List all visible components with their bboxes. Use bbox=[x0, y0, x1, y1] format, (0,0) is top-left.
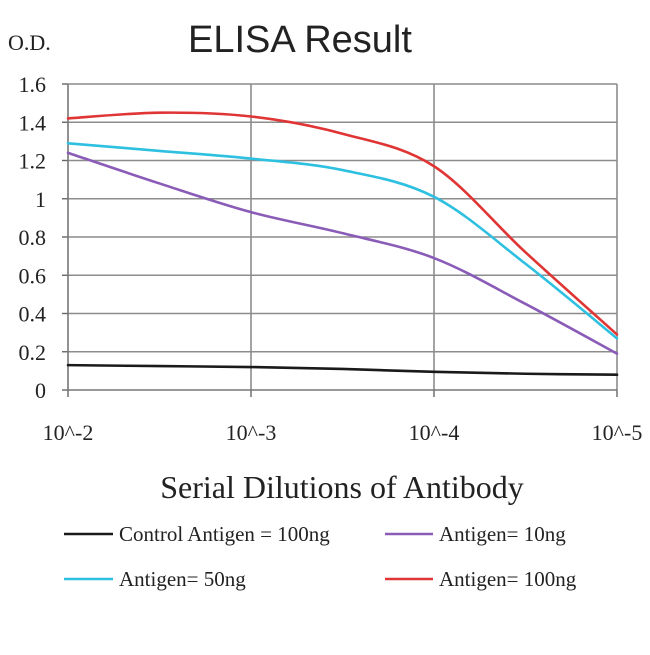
x-tick-label: 10^-5 bbox=[592, 420, 643, 445]
y-tick-labels: 0 0.2 0.4 0.6 0.8 1 1.2 1.4 1.6 bbox=[19, 72, 47, 403]
x-tick-label: 10^-3 bbox=[226, 420, 277, 445]
y-tick-label: 0.8 bbox=[19, 225, 47, 250]
y-axis-label: O.D. bbox=[8, 30, 51, 55]
y-tick-label: 0.4 bbox=[19, 302, 47, 327]
axes bbox=[62, 83, 618, 397]
series-line-2 bbox=[66, 151, 619, 355]
chart-title: ELISA Result bbox=[188, 19, 412, 61]
legend-label: Antigen= 10ng bbox=[439, 522, 566, 546]
y-tick-label: 1.6 bbox=[19, 72, 47, 97]
series-line-1 bbox=[66, 363, 619, 376]
x-axis-label: Serial Dilutions of Antibody bbox=[160, 469, 524, 505]
x-tick-label: 10^-2 bbox=[43, 420, 94, 445]
series-line-3 bbox=[66, 141, 619, 340]
x-tick-label: 10^-4 bbox=[409, 420, 460, 445]
y-tick-label: 1 bbox=[35, 187, 46, 212]
x-tick-labels: 10^-2 10^-3 10^-4 10^-5 bbox=[43, 420, 643, 445]
legend: Control Antigen = 100ng Antigen= 10ng Anti… bbox=[64, 522, 577, 591]
y-tick-label: 1.4 bbox=[19, 110, 47, 135]
y-tick-label: 1.2 bbox=[19, 149, 47, 174]
series-lines bbox=[66, 111, 619, 376]
series-line-4 bbox=[66, 111, 619, 336]
legend-label: Control Antigen = 100ng bbox=[119, 522, 330, 546]
grid bbox=[68, 83, 618, 390]
y-tick-label: 0.6 bbox=[19, 263, 47, 288]
legend-label: Antigen= 50ng bbox=[119, 567, 246, 591]
y-tick-label: 0.2 bbox=[19, 340, 47, 365]
y-tick-label: 0 bbox=[35, 378, 46, 403]
legend-label: Antigen= 100ng bbox=[439, 567, 577, 591]
